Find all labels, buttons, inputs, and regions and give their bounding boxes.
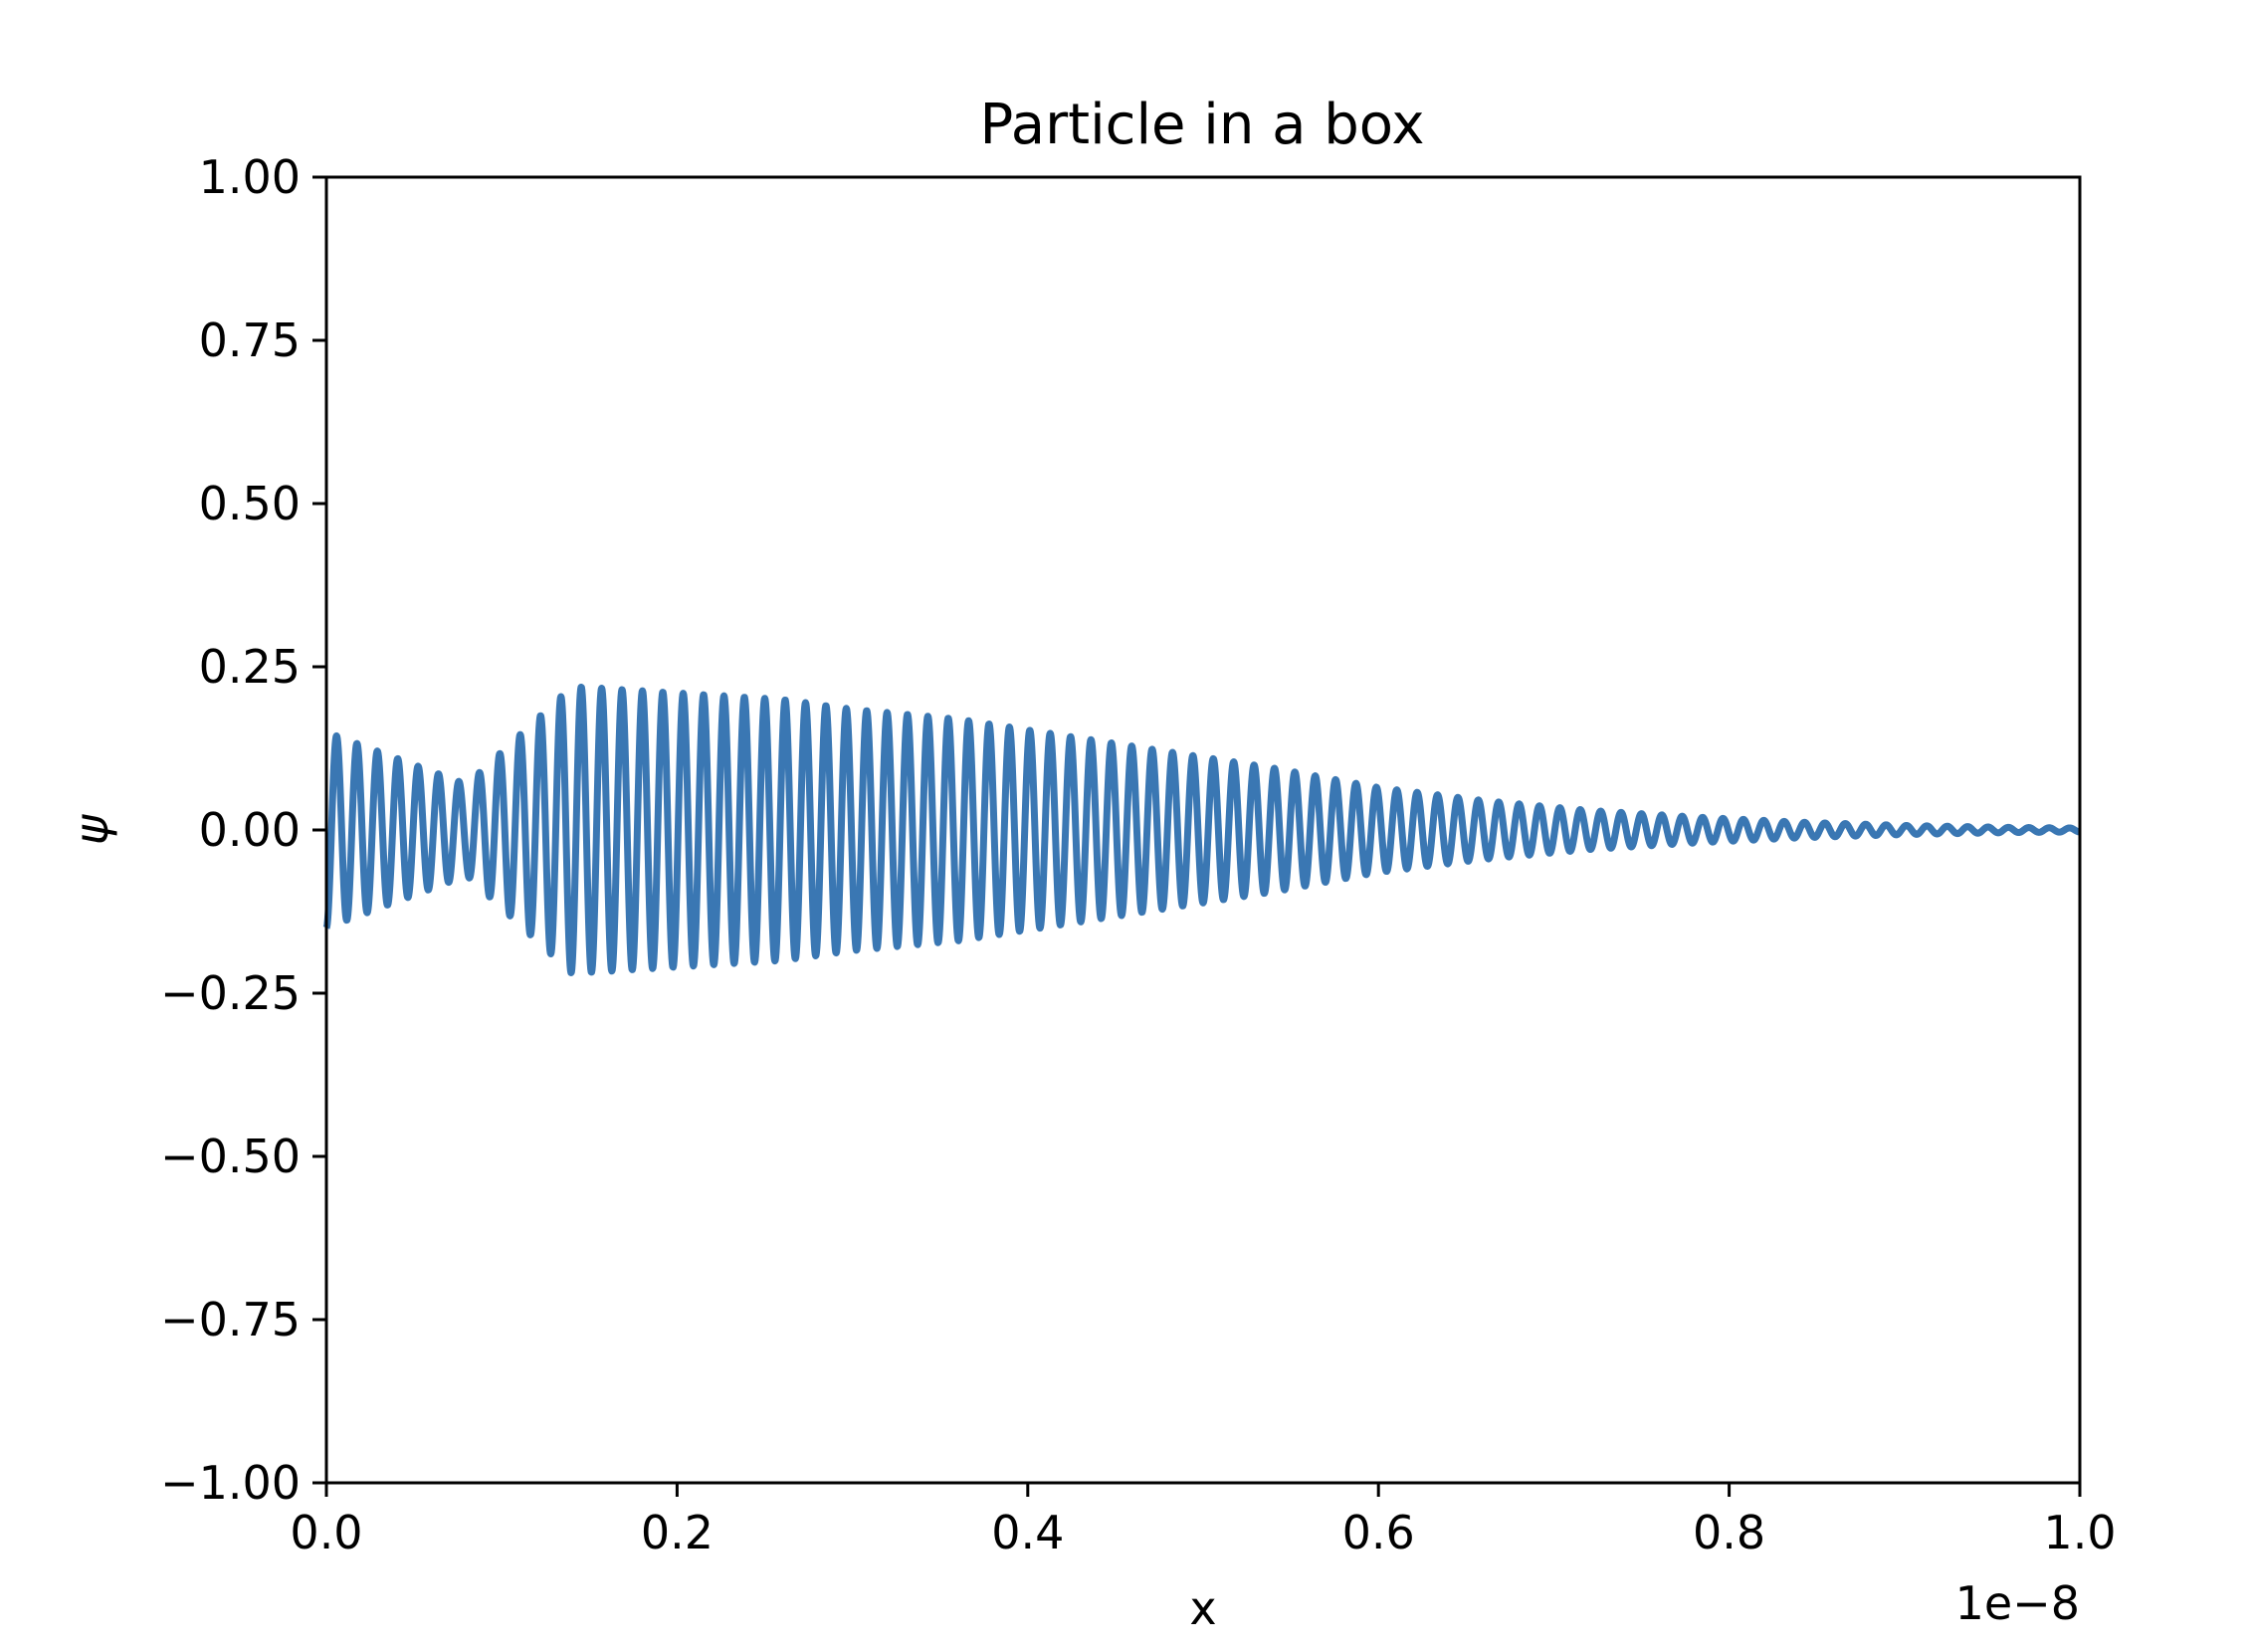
x-tick-label: 0.8: [1693, 1506, 1765, 1559]
x-axis-label: x: [1189, 1581, 1216, 1635]
y-axis-label: ψ: [65, 813, 118, 845]
chart-title: Particle in a box: [980, 93, 1425, 157]
x-tick-label: 1.0: [2043, 1506, 2116, 1559]
y-tick-label: −1.00: [160, 1456, 301, 1510]
y-tick-label: 1.00: [199, 150, 301, 204]
y-tick-label: 0.75: [199, 313, 301, 367]
y-tick-label: −0.50: [160, 1130, 301, 1183]
y-tick-label: 0.00: [199, 803, 301, 857]
series-layer: [322, 683, 2084, 976]
y-tick-label: 0.50: [199, 477, 301, 530]
x-axis-offset-label: 1e−8: [1955, 1576, 2080, 1630]
series-line-psi: [322, 683, 2084, 976]
x-tick-label: 0.6: [1342, 1506, 1415, 1559]
y-axis-ticks: 1.00 0.75 0.50 0.25 0.00 −0.25 −0.50 −0.75 −1.00: [160, 150, 326, 1510]
y-tick-label: 0.25: [199, 640, 301, 694]
x-tick-label: 0.2: [641, 1506, 714, 1559]
y-tick-label: −0.75: [160, 1293, 301, 1346]
x-tick-label: 0.0: [290, 1506, 362, 1559]
y-tick-label: −0.25: [160, 966, 301, 1020]
x-tick-label: 0.4: [991, 1506, 1064, 1559]
x-axis-ticks: 0.0 0.2 0.4 0.6 0.8 1.0: [290, 1483, 2117, 1559]
